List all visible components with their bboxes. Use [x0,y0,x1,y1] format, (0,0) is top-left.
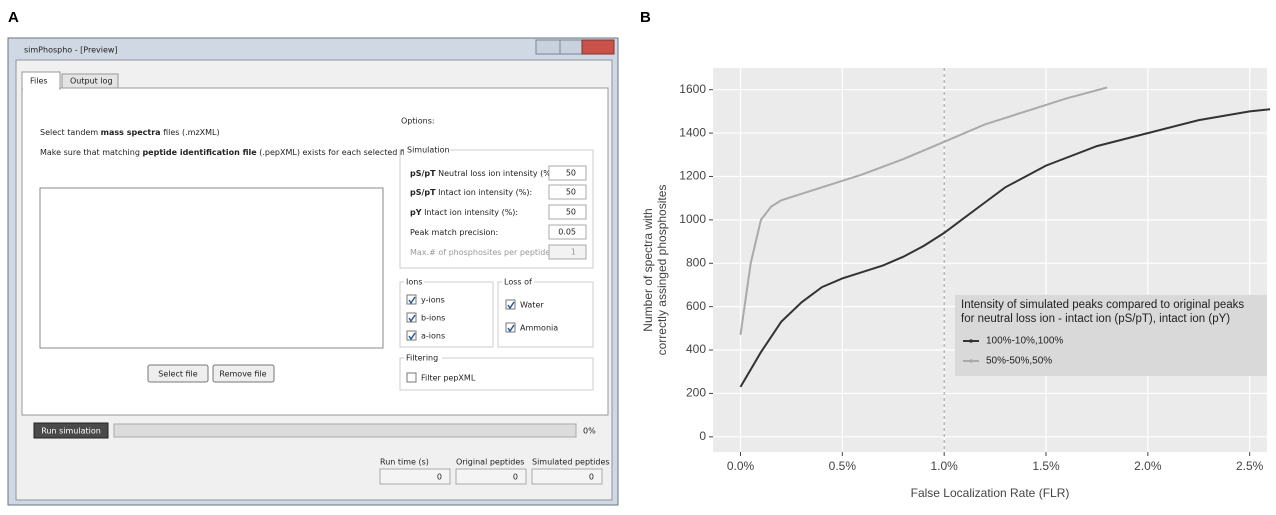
x-tick-label: 2.5% [1236,459,1264,473]
run-button-label[interactable]: Run simulation [41,427,101,436]
chart: False Localization Rate (FLR) Number of … [641,68,1270,500]
panel-label: B [640,9,651,26]
checkbox-label[interactable]: y-ions [421,296,445,305]
window-title: simPhospho - [Preview] [24,46,118,55]
x-tick-label: 0.0% [727,459,755,473]
file-list[interactable] [40,188,383,348]
field-label-text: Max.# of phosphosites per peptide: [410,248,553,257]
group-title: Ions [406,278,423,287]
tab-label[interactable]: Files [30,77,48,86]
stat-label: Run time (s) [380,458,429,467]
group-title: Simulation [407,146,450,155]
tab-joint [23,87,59,90]
x-tick-label: 1.5% [1032,459,1060,473]
legend-key-dot [969,339,973,343]
y-tick-label: 1000 [679,212,706,226]
field-label-text: Peak match precision: [410,228,498,237]
legend-label: 50%-50%,50% [986,356,1052,367]
field-label-text: Neutral loss ion intensity (%): [436,169,557,178]
field-label: pS/pT Intact ion intensity (%): [410,188,532,197]
panel-label: A [8,9,19,26]
y-axis-title: Number of spectra withcorrectly assinged… [641,185,669,356]
field-label-text: Intact ion intensity (%): [422,208,519,217]
field-label: pY Intact ion intensity (%): [410,208,518,217]
close-button[interactable] [582,40,614,54]
legend-title: Intensity of simulated peaks compared to… [961,299,1244,311]
progress-text: 0% [583,427,596,436]
y-tick-label: 200 [686,386,706,400]
checkbox-label[interactable]: a-ions [421,332,445,341]
x-tick-label: 0.5% [829,459,857,473]
stat-value: 0 [589,473,594,482]
y-tick-label: 800 [686,255,706,269]
legend-label: 100%-10%,100% [986,336,1063,347]
spin-value[interactable]: 0.05 [558,228,576,237]
spin-box[interactable] [549,245,586,259]
spin-value[interactable]: 50 [566,169,576,178]
checkbox-label[interactable]: Water [520,301,544,310]
checkbox[interactable] [407,373,416,382]
button-label[interactable]: Remove file [219,370,266,379]
y-tick-label: 400 [686,342,706,356]
x-tick-label: 2.0% [1134,459,1162,473]
minimize-button[interactable] [536,40,560,54]
tab-label[interactable]: Output log [70,77,113,86]
group-title: Loss of [504,278,532,287]
legend-title: for neutral loss ion - intact ion (pS/pT… [961,313,1230,325]
checkbox-label[interactable]: Filter pepXML [421,374,476,383]
field-label-bold: pY [410,208,422,217]
app-window: simPhospho - [Preview] Files Output log … [8,38,618,505]
y-tick-label: 1600 [679,82,706,96]
spin-value[interactable]: 1 [571,248,576,257]
spin-value[interactable]: 50 [566,208,576,217]
progress-bar [114,424,576,437]
field-label-text: Intact ion intensity (%): [436,188,533,197]
y-tick-label: 1400 [679,125,706,139]
field-label: Peak match precision: [410,228,498,237]
checkbox-label[interactable]: Ammonia [520,324,558,333]
instruction: Make sure that matching peptide identifi… [40,148,415,157]
figure: A simPhospho - [Preview] Files Output lo… [0,0,1276,515]
options-label: Options: [401,117,435,126]
y-tick-label: 600 [686,299,706,313]
plot-background [713,68,1267,452]
spin-value[interactable]: 50 [566,188,576,197]
button-label[interactable]: Select file [158,370,197,379]
stat-label: Simulated peptides [532,458,610,467]
stat-value: 0 [437,473,442,482]
field-label-bold: pS/pT [410,188,436,197]
field-label-bold: pS/pT [410,169,436,178]
x-tick-label: 1.0% [930,459,958,473]
instruction: Select tandem mass spectra files (.mzXML… [40,128,220,137]
field-label: pS/pT Neutral loss ion intensity (%): [410,169,557,178]
maximize-button[interactable] [560,40,582,54]
group-title: Filtering [406,354,438,363]
y-tick-label: 0 [699,429,706,443]
stat-value: 0 [513,473,518,482]
y-tick-label: 1200 [679,169,706,183]
stat-label: Original peptides [456,458,524,467]
legend-key-dot [969,359,973,363]
checkbox-label[interactable]: b-ions [421,314,445,323]
x-axis-title: False Localization Rate (FLR) [911,486,1070,500]
field-label: Max.# of phosphosites per peptide: [410,248,553,257]
